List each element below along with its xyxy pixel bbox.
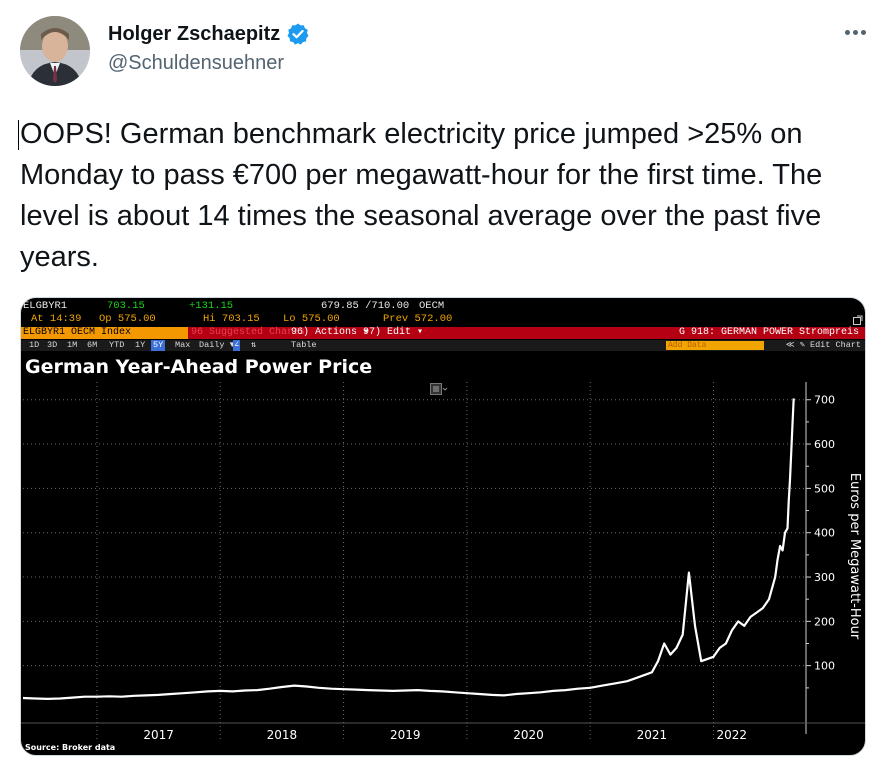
edit-chart-button[interactable]: ≪ ✎ Edit Chart: [785, 340, 861, 350]
exchange: OECM: [419, 300, 445, 312]
chart-style-icon[interactable]: ⇅: [251, 340, 257, 350]
period-1y[interactable]: 1Y: [135, 340, 146, 350]
popout-icon[interactable]: [853, 315, 863, 325]
text-cursor: [18, 120, 19, 150]
frequency-select[interactable]: Daily ▼: [199, 340, 235, 350]
source-note: Source: Broker data: [25, 743, 116, 752]
period-3d[interactable]: 3D: [47, 340, 58, 350]
x-tick-label: 2021: [637, 728, 668, 742]
period-5y-selected[interactable]: 5Y: [151, 340, 166, 351]
tweet-text: OOPS! German benchmark electricity price…: [20, 118, 823, 273]
open-price: Op 575.00: [99, 313, 156, 325]
x-axis: 2017 2018 2019 2020 2021 2022: [21, 722, 865, 742]
period-1m[interactable]: 1M: [67, 340, 78, 350]
period-ytd[interactable]: YTD: [109, 340, 125, 350]
actions-menu[interactable]: 96) Actions ▾: [291, 327, 370, 338]
period-1d[interactable]: 1D: [29, 340, 40, 350]
function-title: G 918: GERMAN POWER Strompreis: [678, 327, 859, 338]
edit-menu[interactable]: 97) Edit ▾: [363, 327, 424, 338]
y-axis: 100 200 300 400 500 600 700: [805, 382, 835, 734]
x-tick-label: 2020: [513, 728, 544, 742]
chart-menu-icon[interactable]: [430, 383, 448, 395]
last-price: 703.15: [107, 300, 145, 312]
bid-ask-range: 679.85 /710.00: [321, 300, 410, 312]
verified-badge-icon: [287, 23, 309, 45]
suggested-charts-button[interactable]: 96 Suggested Charts: [191, 327, 306, 338]
price-change: +131.15: [189, 300, 234, 312]
x-tick-label: 2018: [267, 728, 298, 742]
add-data-input[interactable]: Add Data: [666, 341, 764, 350]
chart-grid: [23, 382, 806, 742]
bloomberg-terminal-screenshot: ELGBYR1 703.15 +131.15 679.85 /710.00 OE…: [21, 298, 865, 755]
function-bar: ELGBYR1 OECM Index 96 Suggested Charts 9…: [21, 327, 865, 339]
y-tick-label: 700: [814, 394, 835, 407]
chart-title: German Year-Ahead Power Price: [25, 356, 373, 378]
period-6m[interactable]: 6M: [87, 340, 98, 350]
author-name-row[interactable]: Holger Zschaepitz: [108, 22, 310, 46]
low-price: Lo 575.00: [283, 313, 340, 325]
y-tick-label: 300: [814, 571, 835, 584]
period-max[interactable]: Max: [175, 340, 191, 350]
high-price: Hi 703.15: [203, 313, 260, 325]
author-name[interactable]: Holger Zschaepitz: [108, 22, 281, 45]
y-tick-label: 400: [814, 527, 835, 540]
table-button[interactable]: Table: [291, 340, 317, 350]
y-tick-label: 500: [814, 482, 835, 495]
y-tick-label: 100: [814, 660, 835, 673]
x-tick-label: 2022: [716, 728, 747, 742]
tweet-text-container: OOPS! German benchmark electricity price…: [18, 114, 870, 278]
tweet-media-image[interactable]: ELGBYR1 703.15 +131.15 679.85 /710.00 OE…: [20, 297, 866, 756]
quote-time: At 14:39: [31, 313, 82, 325]
avatar[interactable]: [20, 16, 90, 86]
period-toolbar: 1D 3D 1M 6M YTD 1Y 5Y Max Daily ▼ ∠ ⇅ Ta…: [21, 340, 865, 351]
prev-price: Prev 572.00: [383, 313, 453, 325]
chart-type-icon[interactable]: ∠: [233, 340, 241, 351]
author-handle[interactable]: @Schuldensuehner: [108, 52, 284, 74]
ticker: ELGBYR1: [23, 300, 68, 312]
x-tick-label: 2019: [390, 728, 421, 742]
y-axis-label: Euros per Megawatt-Hour: [847, 473, 862, 640]
index-label[interactable]: ELGBYR1 OECM Index: [21, 327, 188, 339]
more-options-icon[interactable]: [840, 22, 870, 42]
portrait-icon: [20, 16, 90, 86]
price-series-line: [22, 398, 795, 700]
x-tick-label: 2017: [143, 728, 174, 742]
y-tick-label: 600: [814, 438, 835, 451]
y-tick-label: 200: [814, 615, 835, 628]
